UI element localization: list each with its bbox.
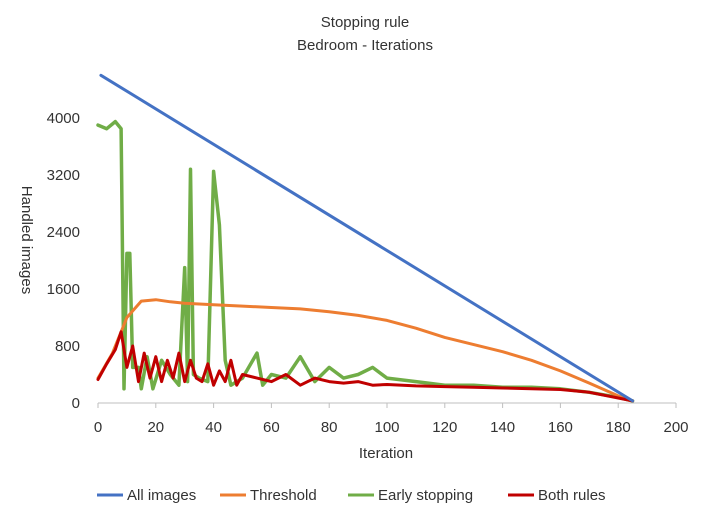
- y-tick-label: 3200: [47, 167, 80, 184]
- x-tick-label: 100: [374, 419, 399, 436]
- legend-label: All images: [127, 487, 196, 504]
- x-tick-label: 0: [94, 419, 102, 436]
- y-tick-label: 800: [55, 338, 80, 355]
- x-tick-label: 140: [490, 419, 515, 436]
- y-tick-label: 2400: [47, 224, 80, 241]
- chart-subtitle: Bedroom - Iterations: [297, 37, 433, 54]
- legend-label: Threshold: [250, 487, 317, 504]
- x-tick-label: 20: [147, 419, 164, 436]
- y-tick-label: 1600: [47, 281, 80, 298]
- chart-title: Stopping rule: [321, 14, 409, 31]
- legend-label: Early stopping: [378, 487, 473, 504]
- legend-label: Both rules: [538, 487, 606, 504]
- y-tick-label: 0: [72, 395, 80, 412]
- x-tick-label: 180: [606, 419, 631, 436]
- series-line-both-rules: [96, 330, 635, 403]
- x-tick-label: 60: [263, 419, 280, 436]
- x-tick-label: 80: [321, 419, 338, 436]
- x-tick-label: 200: [663, 419, 688, 436]
- x-axis-title: Iteration: [359, 445, 413, 462]
- y-axis-title: Handled images: [18, 186, 35, 294]
- legend: All images Threshold Early stopping Both ru…: [97, 487, 606, 504]
- series-line-threshold: [96, 298, 635, 403]
- x-tick-label: 160: [548, 419, 573, 436]
- y-tick-label: 4000: [47, 110, 80, 127]
- series-line-all-images: [99, 73, 635, 403]
- x-tick-label: 40: [205, 419, 222, 436]
- x-tick-label: 120: [432, 419, 457, 436]
- axes: 0 20 40 60 80 100 120 140 160 180 200 0 800 1600 2400 3…: [47, 110, 689, 436]
- series-layer: [96, 73, 635, 403]
